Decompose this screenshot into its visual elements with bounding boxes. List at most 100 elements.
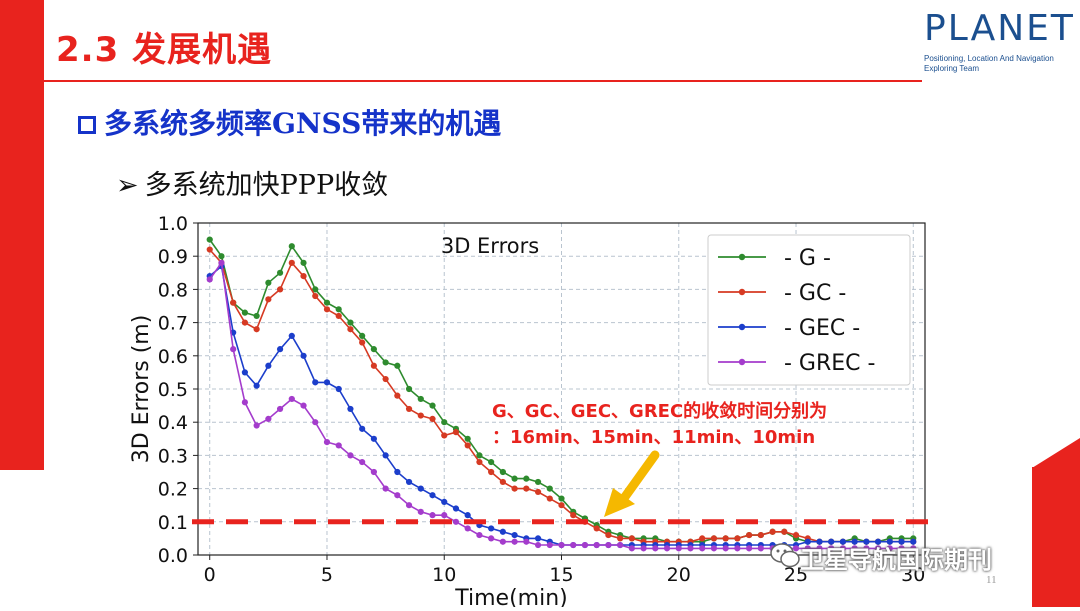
y-tick-label: 0.6 [158,346,188,368]
data-point [253,422,260,429]
data-point [288,259,295,266]
data-point [476,452,483,459]
data-point [640,545,647,552]
legend-marker [738,253,746,261]
data-point [464,512,471,519]
data-point [769,528,776,535]
left-decor-bar [0,0,44,470]
data-point [523,538,530,545]
data-point [839,545,847,552]
section-heading: 多系统多频率GNSS带来的机遇 [78,102,501,142]
data-point [546,541,553,549]
data-point [429,512,436,519]
y-tick-label: 0.4 [158,412,188,434]
data-point [499,478,506,486]
y-tick-label: 0.5 [158,379,188,401]
data-point [300,402,307,409]
bullet-point: ➢ 多系统加快PPP收敛 [116,163,388,202]
data-point [253,312,260,320]
data-point [300,352,307,359]
data-point [488,535,495,542]
data-point [300,259,307,266]
data-point [652,545,659,552]
logo-subtitle: Positioning, Location And Navigation Exp… [924,54,1054,73]
data-point [511,538,518,545]
data-point [312,286,319,293]
data-point [405,385,413,393]
planet-logo: PLANET Positioning, Location And Navigat… [922,8,1075,74]
data-point [663,545,671,552]
data-point [746,545,753,552]
data-point [288,332,295,339]
right-decor-bar [1032,467,1080,607]
data-point [441,419,448,426]
callout-arrow-shaft [617,450,660,506]
data-point [323,306,331,313]
wechat-icon [770,543,800,568]
x-axis-label: Time(min) [454,586,568,607]
data-point [206,236,213,243]
data-point [323,439,331,446]
x-tick-label: 20 [667,564,691,586]
data-point [276,405,284,413]
data-point [816,538,823,545]
data-point [417,508,424,515]
data-point [534,541,542,549]
data-point [523,475,530,482]
data-point [452,429,460,436]
data-point [370,468,377,476]
logo-word: PLANET [924,8,1075,49]
data-point [464,435,471,442]
legend-marker [738,323,746,331]
data-point [699,545,706,552]
data-point [534,488,542,496]
y-tick-label: 0.3 [158,445,188,467]
data-point [675,545,682,552]
data-point [276,269,284,276]
data-point [429,492,436,499]
data-point [429,402,436,409]
data-point [253,326,260,333]
x-tick-label: 5 [321,564,333,586]
data-point [851,545,858,552]
y-tick-label: 0.1 [158,512,188,534]
data-point [828,538,835,545]
data-point [394,492,401,499]
data-point [312,419,319,426]
data-point [617,535,624,542]
data-point [288,243,295,250]
data-point [335,385,342,393]
data-point [886,545,893,552]
data-point [417,412,424,419]
data-point [464,442,471,449]
data-point [546,485,553,492]
data-point [898,545,905,552]
data-point [511,531,518,539]
y-tick-label: 0.9 [158,246,188,268]
data-point [534,478,542,486]
data-point [265,279,272,286]
data-point [429,415,436,422]
data-point [359,339,366,346]
data-point [605,531,612,539]
data-point [394,392,401,399]
data-point [593,525,600,532]
legend-marker [738,358,746,366]
data-point [488,468,495,476]
data-point [839,538,847,545]
data-point [323,299,331,306]
data-point [452,518,460,525]
data-point [898,538,905,545]
data-point [488,525,495,532]
data-point [241,399,249,406]
x-tick-label: 25 [784,564,808,586]
annotation-line-1: G、GC、GEC、GREC的收敛时间分别为 [492,400,827,422]
arrow-bullet-icon: ➢ [116,170,139,201]
data-point [886,538,893,545]
data-point [816,545,823,552]
data-point [605,541,612,549]
data-point [523,485,530,492]
data-point [464,525,471,532]
data-point [206,276,213,283]
checkbox-square-icon [78,116,96,134]
